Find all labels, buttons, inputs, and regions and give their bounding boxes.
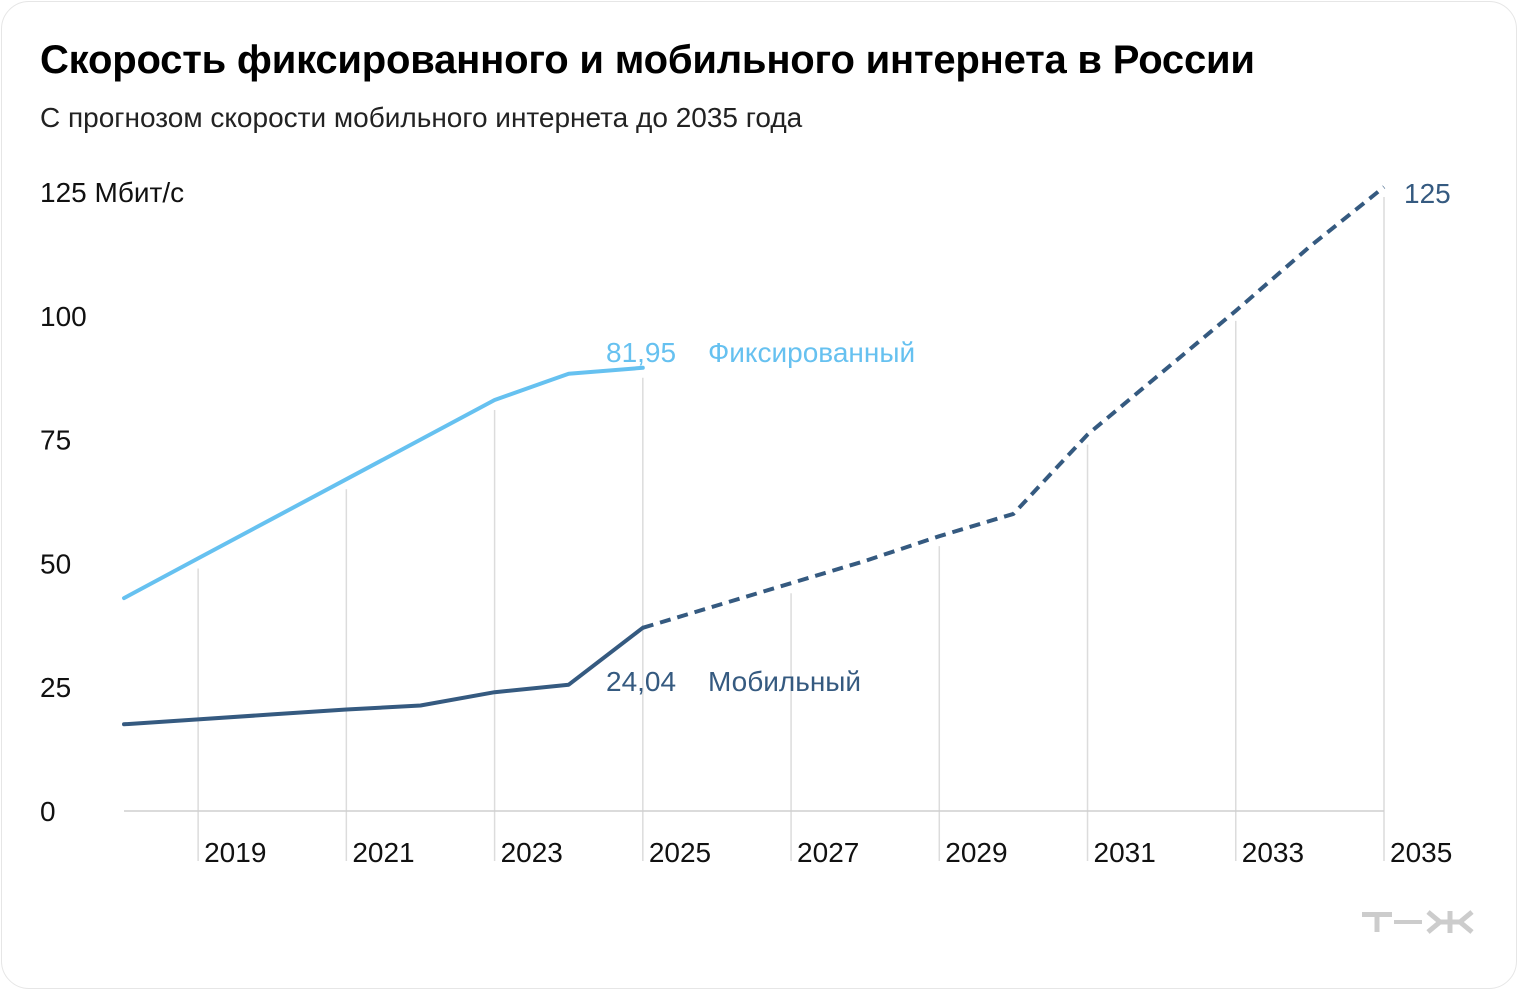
x-tick-2033: 2033 [1242,837,1304,868]
x-tick-2025: 2025 [649,837,711,868]
y-tick-125: 125 Мбит/с [40,177,184,208]
y-tick-0: 0 [40,796,56,827]
y-tick-100: 100 [40,301,87,332]
x-tick-2027: 2027 [797,837,859,868]
fixed-series-name: Фиксированный [708,337,915,368]
series-labels: 81,95 Фиксированный 24,04 Мобильный 125 [606,178,1451,697]
fixed-end-value: 81,95 [606,337,676,368]
y-tick-25: 25 [40,672,71,703]
tj-logo-icon [1362,910,1474,934]
y-tick-labels: 0 25 50 75 100 125 Мбит/с [40,177,184,827]
x-tick-2029: 2029 [945,837,1007,868]
mobile-end-value: 24,04 [606,666,676,697]
series-line-0 [122,365,645,601]
x-tick-2031: 2031 [1094,837,1156,868]
y-tick-50: 50 [40,548,71,579]
x-tick-2023: 2023 [501,837,563,868]
mobile-series-name: Мобильный [708,666,861,697]
grid-lines [197,197,1385,861]
x-tick-2019: 2019 [204,837,266,868]
x-tick-labels: 2019 2021 2023 2025 2027 2029 2031 2033 2035 [204,837,1452,868]
chart-title: Скорость фиксированного и мобильного инт… [40,38,1255,82]
forecast-end-value: 125 [1404,178,1451,209]
x-tick-2021: 2021 [352,837,414,868]
x-tick-2035: 2035 [1390,837,1452,868]
series-line-2 [642,185,1386,630]
chart-subtitle: С прогнозом скорости мобильного интернет… [40,102,803,133]
y-tick-75: 75 [40,425,71,456]
series-lines [122,185,1386,727]
series-line-1 [122,625,645,727]
